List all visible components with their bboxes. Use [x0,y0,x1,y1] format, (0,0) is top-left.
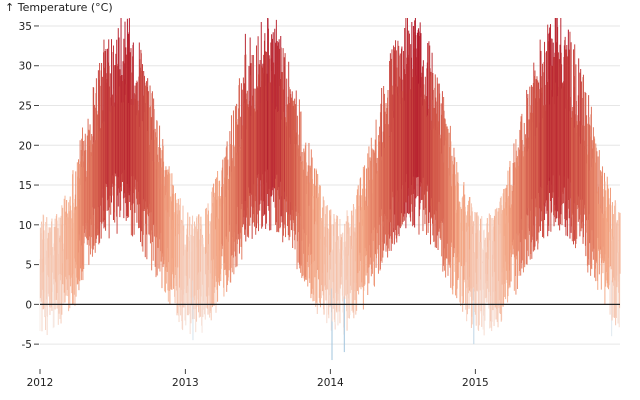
y-tick-label: 15 [19,180,32,192]
y-tick-label: 10 [19,220,32,232]
bars-layer [39,18,621,361]
x-tick-label: 2015 [462,377,489,389]
y-axis-title: ↑ Temperature (°C) [5,1,113,14]
y-tick-label: 35 [19,21,32,33]
x-tick-label: 2013 [172,377,199,389]
y-tick-label: 30 [19,61,32,73]
y-tick-label: 20 [19,140,32,152]
x-tick-label: 2014 [317,377,344,389]
y-tick-label: -5 [22,339,32,351]
x-tick-label: 2012 [27,377,54,389]
y-tick-label: 25 [19,101,32,113]
y-tick-label: 0 [25,299,32,311]
y-tick-label: 5 [25,260,32,272]
